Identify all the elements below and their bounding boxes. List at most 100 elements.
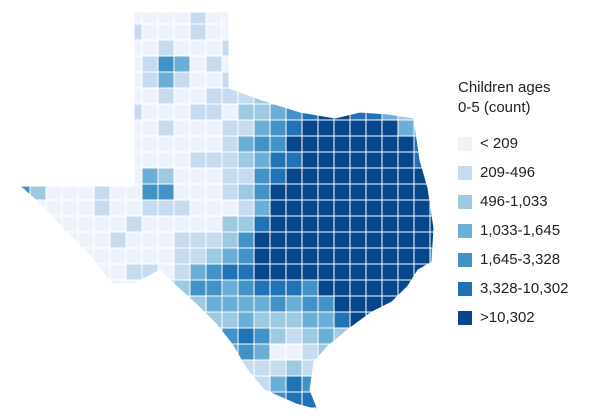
county-cell <box>269 199 287 217</box>
county-cell <box>397 391 415 409</box>
county-cell <box>45 119 63 137</box>
county-cell <box>20 103 31 121</box>
county-cell <box>221 295 239 313</box>
county-cell <box>365 343 383 361</box>
county-cell <box>333 23 351 41</box>
county-cell <box>317 199 335 217</box>
county-cell <box>269 279 287 297</box>
county-cell <box>365 327 383 345</box>
county-cell <box>20 55 31 73</box>
county-cell <box>381 215 399 233</box>
county-cell <box>349 327 367 345</box>
map-svg <box>18 11 435 411</box>
county-cell <box>301 151 319 169</box>
county-cell <box>365 151 383 169</box>
legend-item: >10,302 <box>458 306 598 329</box>
county-cell <box>189 359 207 377</box>
county-cell <box>173 199 191 217</box>
county-cell <box>20 391 31 409</box>
county-cell <box>189 407 207 410</box>
county-cell <box>301 135 319 153</box>
county-cell <box>381 327 399 345</box>
county-cell <box>61 295 79 313</box>
county-cell <box>349 183 367 201</box>
county-cell <box>349 407 367 410</box>
county-cell <box>77 71 95 89</box>
county-cell <box>29 343 47 361</box>
county-cell <box>157 151 175 169</box>
county-cell <box>109 167 127 185</box>
county-cell <box>20 327 31 345</box>
county-cell <box>381 375 399 393</box>
county-cell <box>141 295 159 313</box>
county-cell <box>413 231 431 249</box>
county-cell <box>397 295 415 313</box>
county-cell <box>397 23 415 41</box>
county-cell <box>157 87 175 105</box>
county-cell <box>237 295 255 313</box>
county-cell <box>157 263 175 281</box>
county-cell <box>20 279 31 297</box>
county-cell <box>221 119 239 137</box>
county-cell <box>189 183 207 201</box>
county-cell <box>125 279 143 297</box>
county-cell <box>189 167 207 185</box>
county-cell <box>397 359 415 377</box>
county-cell <box>61 151 79 169</box>
county-cell <box>61 55 79 73</box>
county-cell <box>429 119 434 137</box>
county-cell <box>173 391 191 409</box>
county-cell <box>429 23 434 41</box>
county-cell <box>61 71 79 89</box>
county-cell <box>333 119 351 137</box>
county-cell <box>157 279 175 297</box>
county-cell <box>381 311 399 329</box>
county-cell <box>141 359 159 377</box>
county-cell <box>397 183 415 201</box>
county-cell <box>205 39 223 57</box>
county-cell <box>77 55 95 73</box>
county-cell <box>333 215 351 233</box>
county-cell <box>141 87 159 105</box>
county-cell <box>397 87 415 105</box>
county-cell <box>317 359 335 377</box>
county-cell <box>221 247 239 265</box>
county-cell <box>45 151 63 169</box>
county-cell <box>285 247 303 265</box>
county-cell <box>301 23 319 41</box>
county-cell <box>269 39 287 57</box>
county-cell <box>285 343 303 361</box>
county-cell <box>301 103 319 121</box>
county-cell <box>189 55 207 73</box>
county-cell <box>61 279 79 297</box>
county-cell <box>109 23 127 41</box>
county-cell <box>109 151 127 169</box>
county-cell <box>301 167 319 185</box>
county-cell <box>157 55 175 73</box>
county-cell <box>77 135 95 153</box>
county-cell <box>349 359 367 377</box>
legend-label: 496-1,033 <box>480 193 548 210</box>
county-cell <box>109 135 127 153</box>
county-cell <box>253 247 271 265</box>
county-cell <box>317 71 335 89</box>
county-cell <box>381 167 399 185</box>
county-cell <box>253 71 271 89</box>
county-cell <box>253 12 271 25</box>
legend-swatch <box>458 194 472 209</box>
county-cell <box>333 231 351 249</box>
county-cell <box>237 71 255 89</box>
county-cell <box>381 391 399 409</box>
county-cell <box>157 23 175 41</box>
county-cell <box>141 343 159 361</box>
county-cell <box>173 71 191 89</box>
county-cell <box>365 39 383 57</box>
county-cell <box>381 359 399 377</box>
county-cell <box>349 263 367 281</box>
county-cell <box>61 359 79 377</box>
county-cell <box>189 231 207 249</box>
county-cell <box>285 375 303 393</box>
county-cell <box>253 135 271 153</box>
county-cell <box>413 215 431 233</box>
legend-label: < 209 <box>480 135 518 152</box>
